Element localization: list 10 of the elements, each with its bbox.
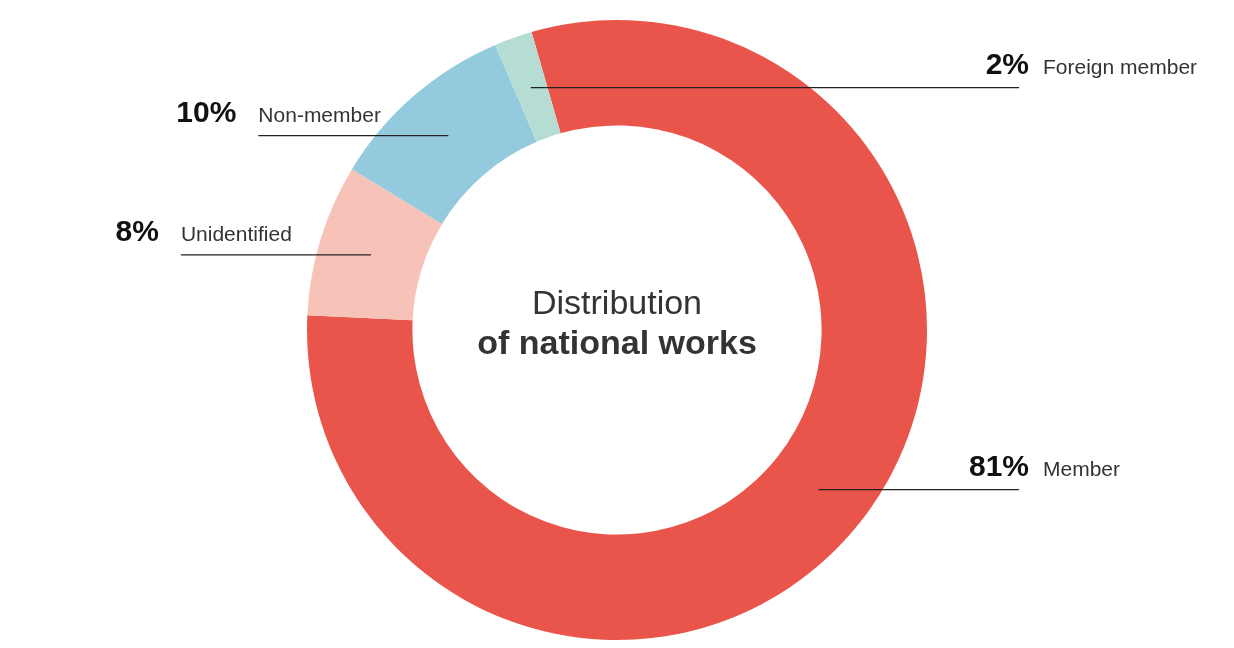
slice-label: Foreign member	[1043, 54, 1198, 78]
data-label: 8%	[115, 213, 159, 247]
data-label: 81%	[968, 448, 1029, 482]
data-label: 2%	[985, 46, 1029, 80]
slice-label: Unidentified	[180, 221, 292, 245]
data-label: 10%	[176, 94, 237, 128]
slice-label: Non-member	[258, 102, 381, 126]
slice-label: Member	[1043, 456, 1121, 480]
text: of national works	[476, 322, 758, 362]
text: Distribution	[530, 282, 704, 322]
